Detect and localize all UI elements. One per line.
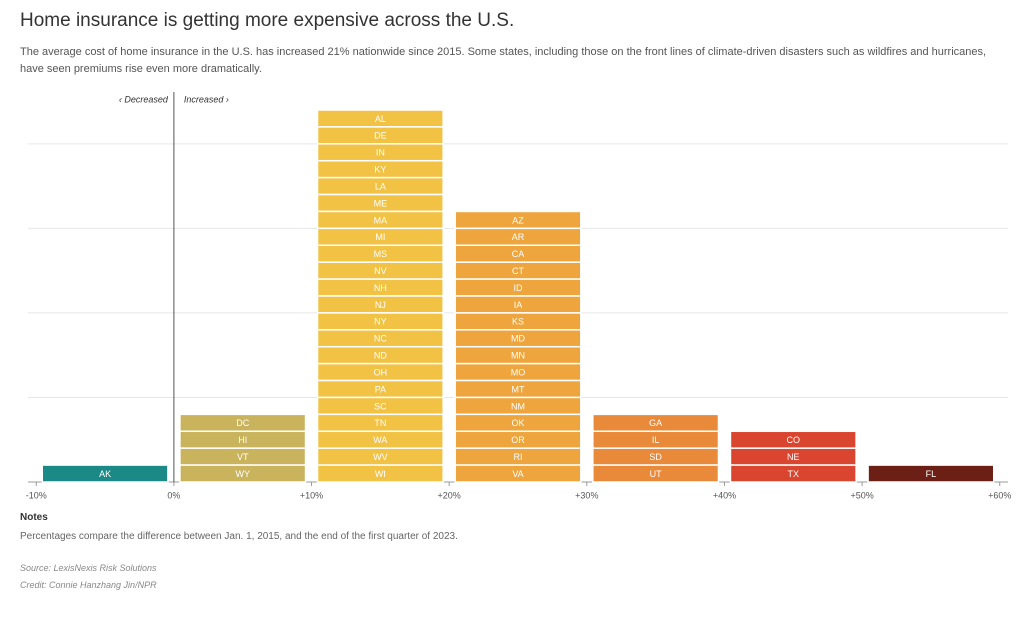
chart-title: Home insurance is getting more expensive…	[20, 10, 515, 31]
x-tick-label: +30%	[575, 490, 598, 500]
x-tick-label: -10%	[26, 490, 47, 500]
state-label: NY	[374, 317, 387, 327]
notes: Percentages compare the difference betwe…	[20, 531, 458, 542]
state-cell	[867, 464, 995, 483]
state-label: GA	[649, 418, 662, 428]
x-tick-label: 0%	[167, 490, 180, 500]
state-cell	[179, 464, 307, 483]
state-label: WY	[235, 469, 250, 479]
state-label: SD	[649, 452, 662, 462]
state-label: AZ	[512, 215, 524, 225]
state-label: KY	[374, 165, 386, 175]
state-label: IL	[652, 435, 660, 445]
state-label: CT	[512, 266, 524, 276]
state-label: NJ	[375, 300, 386, 310]
state-label: MA	[374, 215, 388, 225]
annotation: ‹ Decreased	[119, 94, 169, 104]
source: Source: LexisNexis Risk Solutions	[20, 563, 157, 573]
state-label: NH	[374, 283, 387, 293]
state-label: NM	[511, 401, 525, 411]
state-label: AK	[99, 469, 111, 479]
state-label: WI	[375, 469, 386, 479]
state-label: CA	[512, 249, 525, 259]
state-label: IN	[376, 148, 385, 158]
state-label: NV	[374, 266, 387, 276]
state-label: VT	[237, 452, 249, 462]
state-label: PA	[375, 384, 386, 394]
state-label: MT	[512, 384, 525, 394]
x-tick-label: +60%	[988, 490, 1011, 500]
state-cell	[454, 464, 582, 483]
state-label: VA	[512, 469, 523, 479]
state-label: UT	[650, 469, 662, 479]
x-tick-label: +50%	[850, 490, 873, 500]
state-label: OR	[511, 435, 525, 445]
state-label: DE	[374, 131, 387, 141]
chart-subtitle: The average cost of home insurance in th…	[20, 46, 987, 75]
state-label: TX	[788, 469, 800, 479]
state-label: AL	[375, 114, 386, 124]
x-tick-label: +20%	[438, 490, 461, 500]
state-cell	[729, 464, 857, 483]
state-label: IA	[514, 300, 523, 310]
state-label: ME	[374, 198, 388, 208]
annotation: Increased ›	[184, 94, 229, 104]
x-tick-label: +40%	[713, 490, 736, 500]
state-label: HI	[238, 435, 247, 445]
state-cell	[592, 464, 720, 483]
state-label: NC	[374, 334, 387, 344]
state-label: RI	[514, 452, 523, 462]
state-label: ND	[374, 351, 387, 361]
state-cell	[41, 464, 169, 483]
x-tick-label: +10%	[300, 490, 323, 500]
state-label: SC	[374, 401, 387, 411]
notes-heading: Notes	[20, 512, 48, 523]
state-label: AR	[512, 232, 525, 242]
state-label: CO	[787, 435, 801, 445]
state-label: TN	[374, 418, 386, 428]
state-label: OK	[511, 418, 524, 428]
credit: Credit: Connie Hanzhang Jin/NPR	[20, 580, 157, 590]
state-label: NE	[787, 452, 800, 462]
state-label: MS	[374, 249, 388, 259]
state-label: MD	[511, 334, 525, 344]
state-label: WA	[373, 435, 387, 445]
state-label: LA	[375, 181, 386, 191]
state-label: OH	[374, 367, 388, 377]
state-label: MN	[511, 351, 525, 361]
state-label: MI	[375, 232, 385, 242]
state-label: WV	[373, 452, 388, 462]
state-label: ID	[514, 283, 524, 293]
state-cell	[316, 464, 444, 483]
state-label: DC	[236, 418, 249, 428]
state-label: KS	[512, 317, 524, 327]
state-label: MO	[511, 367, 526, 377]
state-label: FL	[926, 469, 937, 479]
